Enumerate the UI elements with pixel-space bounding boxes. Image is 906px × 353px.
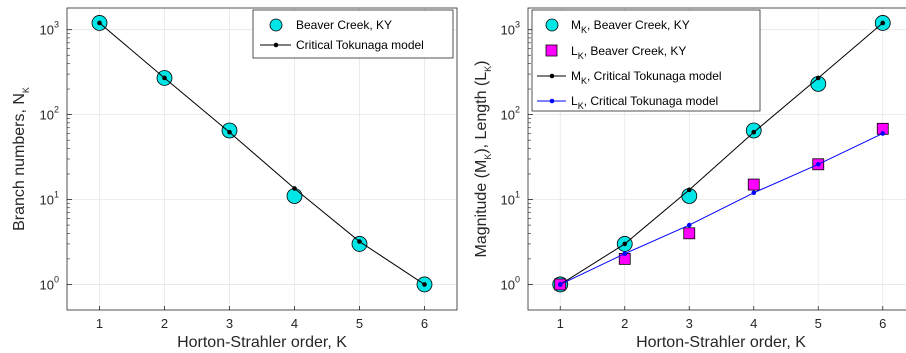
right-x-axis-label: Horton-Strahler order, K — [636, 334, 806, 351]
right-legend-label-lk-beaver: LK, Beaver Creek, KY — [571, 44, 686, 61]
right-x-tick-label: 1 — [557, 316, 564, 331]
left-y-tick-label: 103 — [40, 20, 59, 38]
left-black-model-line — [99, 22, 425, 285]
left-y-tick-base: 10 — [40, 277, 54, 292]
right-legend-label-mk-tokunaga: MK, Critical Tokunaga model — [571, 69, 722, 86]
left-legend-marker-beaver — [269, 18, 283, 32]
right-y-tick-label: 101 — [501, 190, 520, 208]
left-y-tick-label: 100 — [40, 274, 59, 292]
left-cyan-circle-point — [351, 236, 368, 252]
left-y-tick-label: 101 — [40, 190, 59, 208]
right-black-model-point — [880, 20, 886, 26]
left-y-axis-label: Branch numbers, NK — [11, 87, 31, 231]
right-y-tick-label: 100 — [501, 274, 520, 292]
right-x-tick-label: 2 — [621, 316, 628, 331]
right-blue-model-point — [686, 222, 692, 228]
right-blue-model-point — [815, 161, 821, 167]
left-black-model-point — [422, 282, 427, 287]
left-legend-label-beaver: Beaver Creek, KY — [296, 18, 392, 32]
right-y-tick-exponent: 0 — [515, 274, 520, 284]
left-y-tick-base: 10 — [40, 108, 54, 123]
right-black-model-point — [815, 75, 821, 81]
right-y-tick-label: 102 — [501, 105, 520, 123]
right-series — [552, 15, 891, 293]
left-y-tick-exponent: 3 — [54, 20, 59, 30]
left-y-tick-exponent: 0 — [54, 274, 59, 284]
right-y-tick-exponent: 3 — [515, 20, 520, 30]
right-legend: MK, Beaver Creek, KY LK, Beaver Creek, K… — [531, 9, 761, 112]
right-y-tick-base: 10 — [501, 277, 515, 292]
left-x-tick-label: 6 — [421, 316, 428, 331]
right-y-tick-exponent: 2 — [515, 105, 520, 115]
right-legend-label-lk-tokunaga: LK, Critical Tokunaga model — [571, 94, 718, 111]
left-y-tick-base: 10 — [40, 23, 54, 38]
left-y-tick-label: 102 — [40, 105, 59, 123]
right-black-model-line — [559, 22, 884, 285]
left-x-tick-label: 1 — [96, 316, 103, 331]
left-black-model-point — [97, 20, 102, 26]
right-x-tick-label: 5 — [815, 316, 822, 331]
right-legend-marker-mk-beaver — [545, 18, 559, 32]
right-blue-model-point — [880, 131, 886, 136]
right-legend-dot-lk-tokunaga — [549, 98, 555, 104]
right-y-tick-exponent: 1 — [515, 190, 520, 200]
right-x-tick-label: 3 — [686, 316, 693, 331]
left-x-tick-label: 3 — [226, 316, 233, 331]
right-legend-dot-mk-tokunaga — [549, 73, 555, 79]
left-legend-dot-tokunaga — [273, 42, 279, 48]
right-magenta-square-point — [747, 178, 760, 191]
left-cyan-circle-point — [286, 188, 303, 204]
left-x-tick-label: 4 — [291, 316, 298, 331]
left-black-model-point — [357, 239, 362, 244]
right-legend-label-mk-beaver: MK, Beaver Creek, KY — [571, 18, 690, 35]
left-series — [91, 15, 433, 293]
right-black-model-point — [751, 129, 757, 135]
left-black-model-point — [292, 186, 297, 191]
left-y-tick-exponent: 1 — [54, 190, 59, 200]
right-blue-model-point — [622, 251, 628, 257]
right-y-tick-base: 10 — [501, 23, 515, 38]
right-y-tick-base: 10 — [501, 108, 515, 123]
left-legend-label-tokunaga: Critical Tokunaga model — [296, 38, 424, 52]
left-legend-box — [252, 9, 454, 59]
right-black-model-point — [686, 187, 692, 193]
right-y-tick-base: 10 — [501, 193, 515, 208]
left-y-tick-base: 10 — [40, 193, 54, 208]
right-blue-model-line — [560, 132, 883, 285]
left-x-tick-label: 5 — [356, 316, 363, 331]
right-y-tick-label: 103 — [501, 20, 520, 38]
right-blue-model-point — [751, 190, 757, 196]
right-blue-model-point — [557, 282, 563, 287]
left-black-model-point — [227, 129, 232, 135]
left-y-tick-exponent: 2 — [54, 105, 59, 115]
right-legend-marker-lk-beaver — [545, 44, 558, 57]
right-black-model-point — [622, 241, 628, 247]
right-y-axis-label: Magnitude (MK), Length (LK) — [473, 60, 493, 257]
left-legend: Beaver Creek, KY Critical Tokunaga model — [252, 9, 454, 59]
right-legend-box — [531, 9, 761, 112]
right-x-tick-label: 6 — [879, 316, 886, 331]
right-x-tick-label: 4 — [750, 316, 757, 331]
right-magenta-square-point — [683, 227, 696, 240]
left-x-axis-label: Horton-Strahler order, K — [177, 334, 347, 351]
left-x-tick-label: 2 — [161, 316, 168, 331]
left-black-model-point — [162, 75, 167, 81]
